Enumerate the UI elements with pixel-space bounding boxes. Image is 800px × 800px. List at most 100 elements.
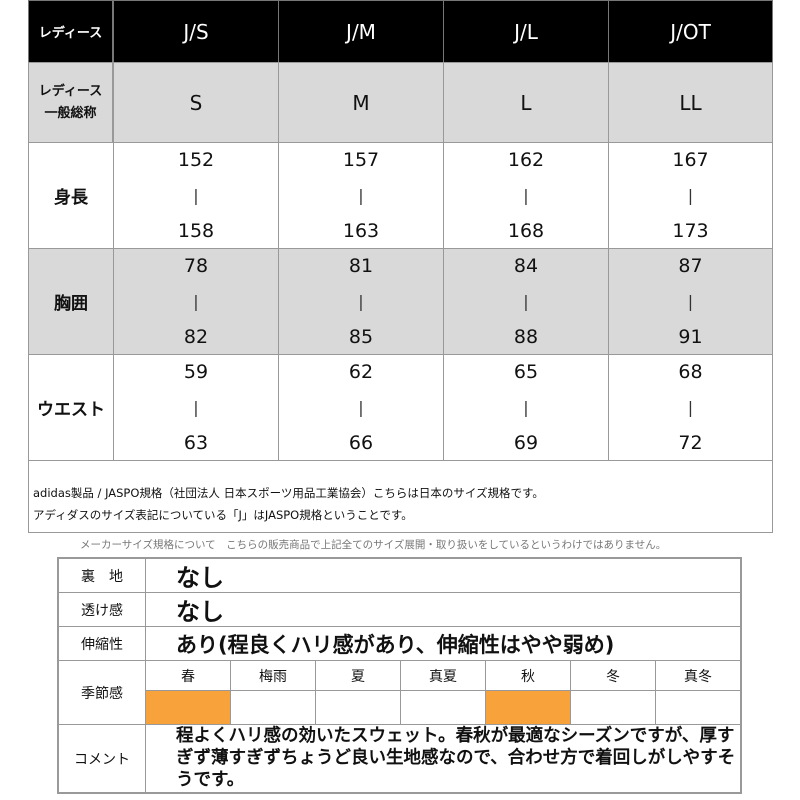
season-name-cell: 梅雨 xyxy=(230,660,316,691)
range-to: 168 xyxy=(507,220,545,242)
range-cell: 68 | 72 xyxy=(608,354,773,461)
season-name: 春 xyxy=(181,668,195,685)
row-label: 一般総称 xyxy=(44,105,97,121)
range-from: 78 xyxy=(183,255,209,277)
size-code: J/M xyxy=(346,19,376,44)
label-cell: 身長 xyxy=(28,142,114,249)
range-cell: 62 | 66 xyxy=(278,354,444,461)
season-name-cell: 冬 xyxy=(570,660,656,691)
range-to: 163 xyxy=(342,220,380,242)
attr-label-cell: コメント xyxy=(58,724,146,793)
range-cell: 84 | 88 xyxy=(443,248,609,355)
attr-label: 透け感 xyxy=(81,602,123,619)
range-cell: 87 | 91 xyxy=(608,248,773,355)
separator: | xyxy=(687,292,694,311)
attr-value: なし xyxy=(176,598,224,626)
row-label: レディース xyxy=(38,83,103,99)
range-from: 84 xyxy=(513,255,539,277)
corner-label: レディース xyxy=(38,26,103,41)
general-size: M xyxy=(352,90,370,115)
attr-label-cell: 裏 地 xyxy=(58,558,146,593)
season-mark xyxy=(400,690,486,725)
separator: | xyxy=(523,292,529,311)
range-cell: 167 | 173 xyxy=(608,142,773,249)
season-name: 冬 xyxy=(606,668,620,685)
range-to: 158 xyxy=(177,220,215,242)
attr-label: 裏 地 xyxy=(81,568,123,585)
season-mark xyxy=(145,690,231,725)
general-size: L xyxy=(520,90,532,115)
separator: | xyxy=(523,186,529,205)
attr-label: コメント xyxy=(74,751,130,768)
range-cell: 157 | 163 xyxy=(278,142,444,249)
general-size: LL xyxy=(679,90,702,115)
separator: | xyxy=(193,186,199,205)
range-from: 65 xyxy=(513,361,539,383)
attr-label: 伸縮性 xyxy=(81,636,123,653)
disclaimer: メーカーサイズ規格について こちらの販売商品で上記全てのサイズ展開・取り扱いをし… xyxy=(80,539,667,551)
separator: | xyxy=(358,292,364,311)
season-name-cell: 秋 xyxy=(485,660,571,691)
range-to: 91 xyxy=(678,326,703,348)
season-mark xyxy=(570,690,656,725)
range-from: 157 xyxy=(342,149,380,171)
header-cell: J/S xyxy=(113,0,279,63)
season-name-cell: 真冬 xyxy=(655,660,741,691)
label-cell: レディース 一般総称 xyxy=(28,62,113,143)
header-cell: レディース xyxy=(28,0,113,63)
separator: | xyxy=(523,398,529,417)
range-from: 152 xyxy=(177,149,215,171)
row-label: ウエスト xyxy=(37,400,105,420)
season-mark xyxy=(485,690,571,725)
row-label: 胸囲 xyxy=(54,294,88,314)
range-to: 173 xyxy=(672,220,709,242)
range-from: 167 xyxy=(672,149,709,171)
attr-value-cell: なし xyxy=(145,558,741,593)
range-to: 85 xyxy=(348,326,374,348)
attr-value: なし xyxy=(176,564,224,592)
separator: | xyxy=(687,186,694,205)
season-name: 秋 xyxy=(521,668,535,685)
season-mark xyxy=(230,690,316,725)
attr-label-cell: 透け感 xyxy=(58,592,146,627)
range-to: 82 xyxy=(183,326,209,348)
attr-value-cell: あり(程良くハリ感があり、伸縮性はやや弱め) xyxy=(145,626,741,661)
range-to: 66 xyxy=(348,432,374,454)
header-cell: J/OT xyxy=(608,0,773,63)
label-cell: ウエスト xyxy=(28,354,114,461)
range-from: 59 xyxy=(183,361,209,383)
separator: | xyxy=(193,292,199,311)
season-name: 梅雨 xyxy=(259,668,287,685)
range-cell: 162 | 168 xyxy=(443,142,609,249)
comment-cell: 程よくハリ感の効いたスウェット。春秋が最適なシーズンですが、厚すぎず薄すぎずちょ… xyxy=(145,724,741,793)
season-name-cell: 夏 xyxy=(315,660,401,691)
label-cell: 胸囲 xyxy=(28,248,114,355)
separator: | xyxy=(193,398,199,417)
range-to: 72 xyxy=(678,432,703,454)
range-from: 81 xyxy=(348,255,374,277)
size-cell: M xyxy=(278,62,444,143)
range-to: 88 xyxy=(513,326,539,348)
range-to: 69 xyxy=(513,432,539,454)
season-name: 真冬 xyxy=(684,668,712,685)
range-from: 62 xyxy=(348,361,374,383)
comment-text: 程よくハリ感の効いたスウェット。春秋が最適なシーズンですが、厚すぎず薄すぎずちょ… xyxy=(176,726,736,790)
attr-label: 季節感 xyxy=(81,685,123,702)
season-name: 真夏 xyxy=(429,668,457,685)
header-cell: J/L xyxy=(443,0,609,63)
size-code: J/S xyxy=(183,19,209,44)
attr-value: あり(程良くハリ感があり、伸縮性はやや弱め) xyxy=(176,632,615,657)
size-cell: S xyxy=(113,62,279,143)
season-mark xyxy=(315,690,401,725)
attr-value-cell: なし xyxy=(145,592,741,627)
attr-label-cell: 伸縮性 xyxy=(58,626,146,661)
separator: | xyxy=(687,398,694,417)
note-box: adidas製品 / JASPO規格（社団法人 日本スポーツ用品工業協会）こちら… xyxy=(28,460,773,533)
general-size: S xyxy=(189,90,203,115)
range-from: 87 xyxy=(678,255,703,277)
size-code: J/OT xyxy=(670,19,711,44)
range-cell: 65 | 69 xyxy=(443,354,609,461)
row-label: 身長 xyxy=(54,188,88,208)
range-cell: 81 | 85 xyxy=(278,248,444,355)
size-code: J/L xyxy=(514,19,538,44)
